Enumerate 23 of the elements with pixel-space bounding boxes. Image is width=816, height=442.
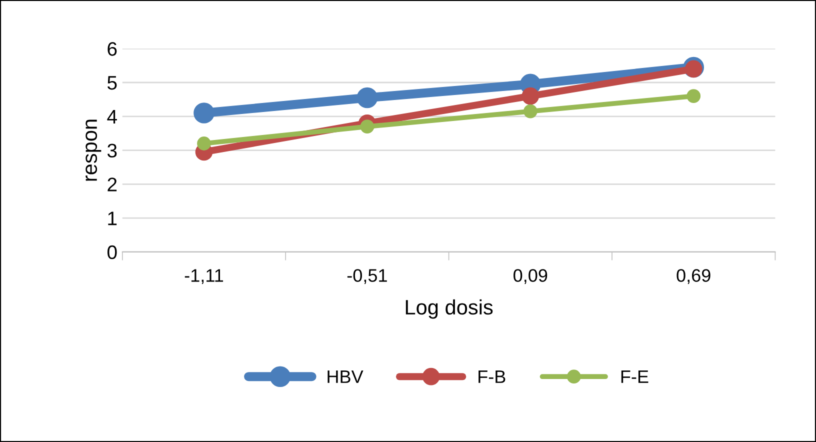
y-tick-label: 3 (107, 144, 117, 158)
y-tick-label: 0 (107, 245, 117, 260)
legend-label: F-E (621, 370, 648, 383)
x-axis-title: Log dosis (406, 299, 493, 319)
point (197, 136, 211, 150)
y-tick-label: 2 (108, 178, 117, 192)
y-tick-label: 1 (108, 212, 117, 226)
legend-label: HBV (328, 370, 364, 383)
y-tick-label: 6 (108, 42, 117, 56)
point (356, 87, 378, 108)
x-tick-label: -1,11 (184, 269, 224, 284)
point (522, 87, 540, 105)
x-tick-label: -0,51 (347, 269, 387, 284)
point (360, 120, 374, 134)
x-tick-label: 0,69 (676, 269, 710, 284)
y-tick-label: 5 (108, 76, 117, 90)
y-axis-title: respon (86, 120, 102, 181)
y-tick-label: 4 (107, 110, 117, 124)
legend-label: F-B (478, 370, 506, 383)
point (194, 102, 214, 124)
point (523, 104, 538, 118)
x-tick-label: 0,09 (514, 269, 548, 284)
point (686, 89, 701, 104)
